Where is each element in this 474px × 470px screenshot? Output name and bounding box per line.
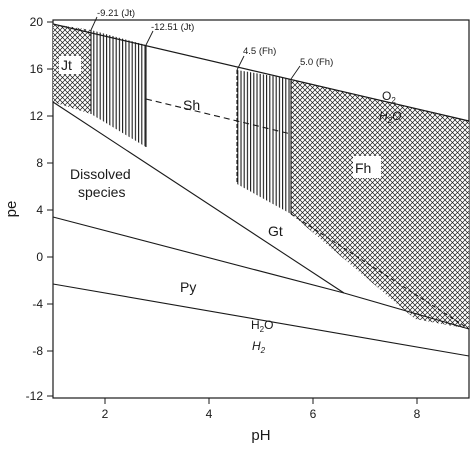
region-label-fh: Fh: [355, 160, 371, 176]
label-h2: H2: [252, 339, 266, 355]
x-axis-title: pH: [251, 427, 270, 444]
y-tick-label: 12: [30, 109, 44, 123]
boundary-lines: [52, 23, 470, 357]
py-fh-line: [343, 292, 470, 330]
annotation-fh-1: 4.5 (Fh): [243, 46, 276, 57]
region-label-species: species: [78, 184, 125, 200]
region-label-sh: Sh: [183, 97, 200, 113]
x-tick-label: 6: [310, 407, 317, 421]
jt-lower-hatched-region: [53, 93, 91, 114]
fh-hatched-region: [291, 79, 469, 329]
x-tick-label: 8: [414, 407, 421, 421]
y-axis: [47, 21, 53, 397]
fh-label-bg: [353, 156, 381, 178]
leader-jt-2: [145, 30, 154, 46]
label-h2o-upper: H2O: [379, 109, 401, 125]
x-tick-label: 4: [206, 407, 213, 421]
fh-vertical-striped-region: [237, 70, 291, 214]
y-tick-label: 20: [30, 15, 44, 29]
x-tick-label: 2: [102, 407, 109, 421]
sh-gt-dashed-line: [145, 98, 292, 135]
x-axis: [104, 398, 418, 404]
y-tick-label: 8: [36, 156, 43, 170]
region-label-jt: Jt: [61, 57, 72, 73]
label-o2: O2: [382, 89, 396, 105]
o2-h2o-line: [52, 23, 470, 122]
gt-fh-dashed-line: [290, 213, 470, 330]
y-axis-title: pe: [3, 201, 20, 218]
jt-vertical-striped-region: [91, 30, 146, 147]
y-tick-label: 16: [30, 62, 44, 76]
h2o-h2-line: [52, 283, 470, 357]
label-h2o-lower: H2O: [251, 318, 273, 334]
y-tick-label: 0: [36, 250, 43, 264]
annotation-fh-2: 5.0 (Fh): [300, 57, 333, 68]
jt-label-bg: [59, 56, 81, 74]
dissolved-gt-line: [52, 101, 345, 294]
leader-jt-1: [90, 16, 98, 31]
leader-fh-1: [236, 55, 245, 71]
y-tick-label: -4: [32, 297, 43, 311]
annotation-leaders: [90, 16, 301, 80]
py-upper-line: [52, 216, 345, 294]
region-label-dissolved: Dissolved: [70, 166, 131, 182]
annotation-jt-2: -12.51 (Jt): [151, 22, 194, 33]
leader-fh-2: [290, 65, 301, 80]
annotation-jt-1: -9.21 (Jt): [97, 8, 135, 19]
region-label-py: Py: [180, 279, 196, 295]
region-label-gt: Gt: [268, 223, 283, 239]
y-tick-label: 4: [36, 203, 43, 217]
y-tick-label: -12: [26, 389, 44, 403]
y-tick-label: -8: [32, 344, 43, 358]
